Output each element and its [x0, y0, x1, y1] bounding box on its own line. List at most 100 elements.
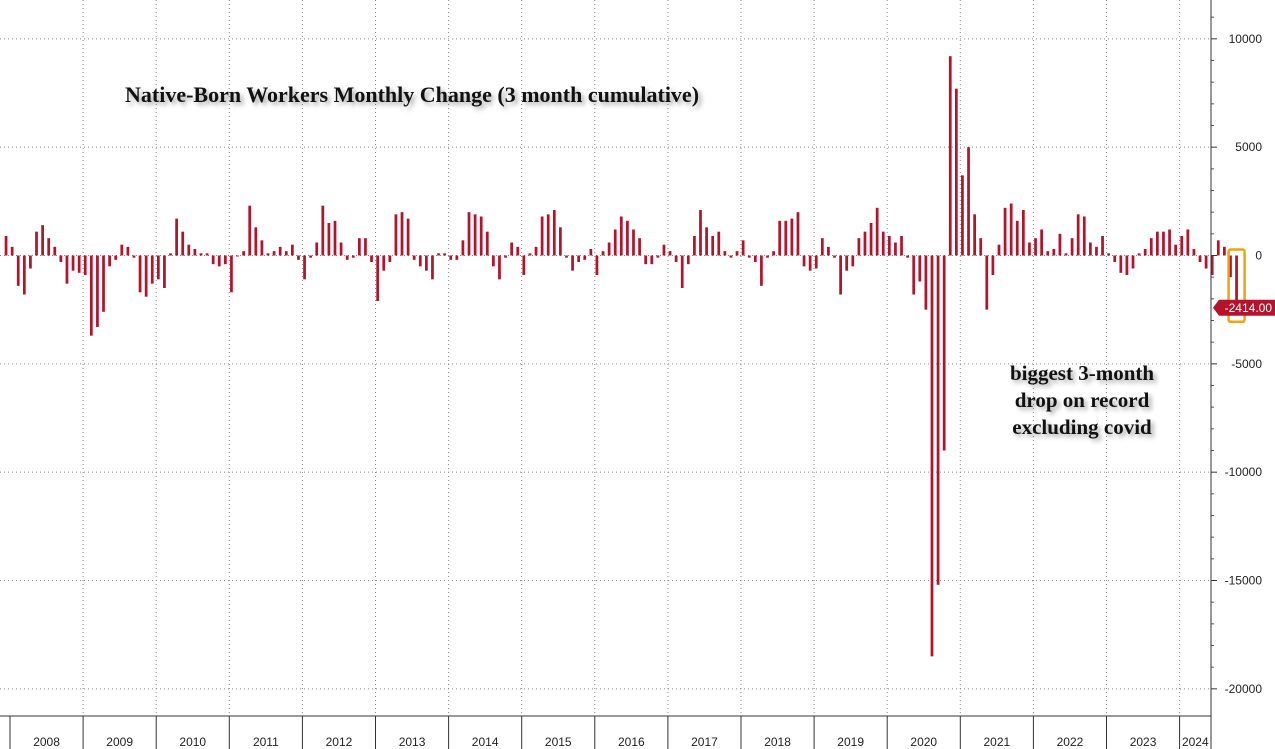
bar — [1003, 207, 1007, 256]
bar — [248, 205, 252, 256]
bar — [29, 255, 32, 269]
annotation-line-3: excluding covid — [1012, 415, 1152, 439]
bar — [254, 227, 258, 256]
bar — [1125, 255, 1129, 275]
bar — [741, 240, 745, 256]
bar — [150, 255, 154, 284]
bar — [705, 227, 708, 256]
bar — [437, 253, 440, 256]
x-tick-label: 2017 — [691, 735, 718, 749]
bar — [504, 255, 507, 258]
bar — [321, 205, 325, 256]
x-tick-label: 2012 — [326, 735, 353, 749]
bar — [863, 231, 867, 256]
bar — [772, 251, 775, 256]
bar — [626, 220, 629, 256]
bar — [997, 244, 1001, 256]
bar — [120, 244, 124, 256]
annotation-line-1: biggest 3-month — [1009, 361, 1155, 385]
bar — [418, 255, 422, 267]
bar — [297, 255, 300, 260]
bar — [163, 255, 166, 288]
bar — [790, 218, 794, 256]
bar — [766, 255, 769, 258]
bar — [492, 255, 495, 267]
bar — [979, 238, 983, 256]
bar — [845, 255, 849, 271]
gridlines — [0, 0, 1211, 716]
bar — [303, 255, 306, 280]
x-tick-label: 2008 — [33, 735, 60, 749]
bar — [1070, 238, 1074, 256]
bar — [1210, 255, 1214, 275]
bar — [230, 255, 233, 293]
bar — [394, 214, 398, 256]
bar — [686, 255, 690, 265]
bar — [126, 246, 130, 256]
bar — [1107, 253, 1111, 256]
bar — [1034, 238, 1037, 256]
bars — [4, 56, 1246, 657]
bar — [522, 255, 526, 275]
bar — [473, 214, 477, 256]
bar — [662, 244, 666, 256]
bar — [370, 255, 373, 262]
y-tick-label: 10000 — [1229, 32, 1263, 46]
bar — [619, 216, 623, 256]
bar — [540, 216, 544, 256]
bar — [565, 255, 568, 258]
bar — [887, 236, 891, 256]
bar — [991, 255, 995, 275]
bar — [1009, 203, 1013, 256]
bar — [59, 255, 63, 262]
bar — [284, 251, 288, 256]
y-tick-label: -5000 — [1231, 357, 1262, 371]
bar — [650, 255, 654, 265]
bar — [1168, 229, 1171, 256]
bar — [315, 242, 319, 256]
bar — [467, 212, 471, 256]
bar — [808, 255, 812, 271]
bar — [425, 255, 428, 271]
bar — [333, 220, 337, 256]
bar — [571, 255, 574, 271]
annotation-line-2: drop on record — [1014, 388, 1150, 412]
bar — [1223, 246, 1226, 256]
bar — [638, 238, 641, 256]
bar — [1101, 236, 1104, 256]
x-tick-label: 2018 — [764, 735, 791, 749]
bar — [1028, 242, 1031, 256]
x-tick-label: 2023 — [1130, 735, 1157, 749]
y-tick-label: -20000 — [1225, 682, 1263, 696]
bar — [431, 255, 434, 280]
bar — [89, 255, 93, 336]
x-tick-label: 2009 — [106, 735, 133, 749]
bar — [449, 255, 453, 260]
bar — [327, 223, 331, 256]
bar — [875, 207, 879, 256]
bar — [65, 255, 69, 284]
bar — [534, 246, 538, 256]
bar — [680, 255, 684, 288]
bar — [827, 246, 830, 256]
bar — [47, 238, 51, 256]
bar — [1186, 229, 1190, 256]
bar — [1040, 229, 1043, 256]
bar — [4, 236, 8, 256]
bar — [498, 255, 501, 280]
bar — [10, 246, 14, 256]
x-tick-label: 2016 — [618, 735, 645, 749]
bar — [1015, 220, 1019, 256]
chart-title: Native-Born Workers Monthly Change (3 mo… — [125, 82, 700, 107]
bar — [77, 255, 81, 273]
bar — [138, 255, 142, 293]
bar — [1198, 255, 1202, 262]
bar — [114, 255, 118, 260]
last-value-label: -2414.00 — [1225, 301, 1273, 315]
bar — [1088, 242, 1092, 256]
bar — [41, 225, 44, 256]
bar — [577, 255, 581, 262]
x-tick-label: 2020 — [910, 735, 937, 749]
bar — [656, 255, 660, 258]
